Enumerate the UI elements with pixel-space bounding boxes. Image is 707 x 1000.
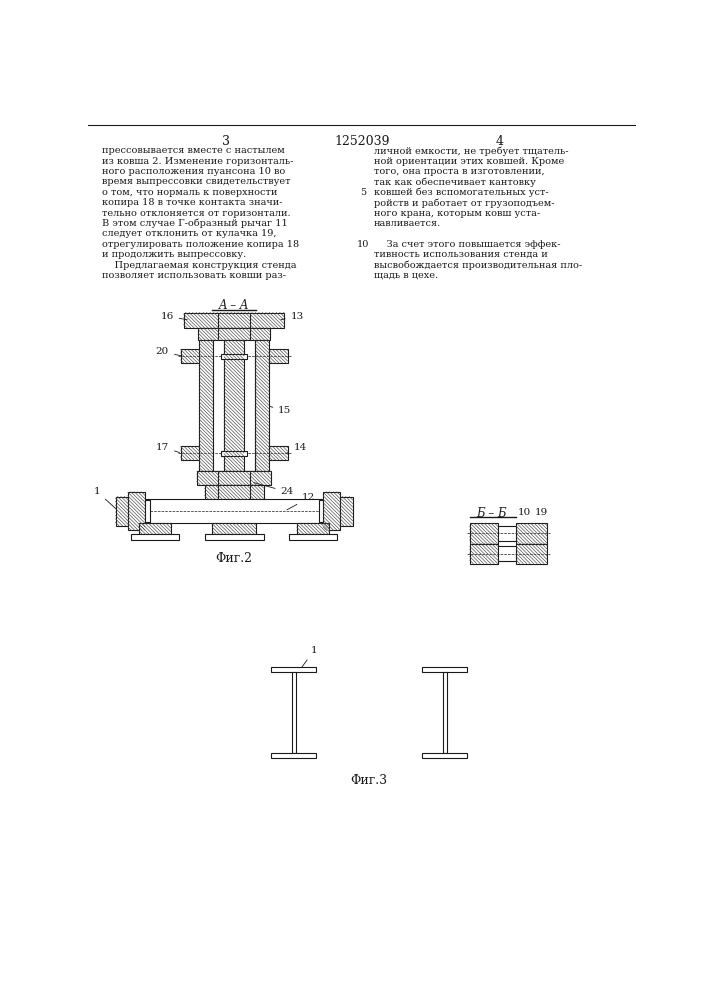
Text: и продолжить выпрессовку.: и продолжить выпрессовку. (103, 250, 247, 259)
Bar (218, 471, 250, 485)
Bar (323, 492, 340, 530)
Text: 10: 10 (518, 508, 531, 517)
Bar (469, 523, 498, 544)
Bar (199, 340, 213, 471)
Text: 15: 15 (270, 406, 291, 415)
Text: ройств и работает от грузоподъем-: ройств и работает от грузоподъем- (373, 198, 554, 208)
Bar (184, 312, 284, 328)
Text: следует отклонить от кулачка 19,: следует отклонить от кулачка 19, (103, 229, 277, 238)
Text: ного крана, которым ковш уста-: ного крана, которым ковш уста- (373, 209, 539, 218)
Bar (180, 446, 199, 460)
Text: Φиг.3: Φиг.3 (351, 774, 387, 787)
Bar (255, 340, 269, 471)
Bar (271, 753, 316, 758)
Bar (197, 471, 271, 485)
Text: щадь в цехе.: щадь в цехе. (373, 271, 438, 280)
Bar (221, 354, 247, 359)
Text: высвобождается производительная пло-: высвобождается производительная пло- (373, 261, 582, 270)
Bar (289, 534, 337, 540)
Bar (498, 546, 516, 561)
Text: 5: 5 (361, 188, 366, 197)
Bar (204, 534, 264, 540)
Text: позволяет использовать ковши раз-: позволяет использовать ковши раз- (103, 271, 286, 280)
Text: ной ориентации этих ковшей. Кроме: ной ориентации этих ковшей. Кроме (373, 157, 563, 166)
Text: Φиг.2: Φиг.2 (216, 552, 252, 565)
Bar (292, 672, 296, 753)
Text: личной емкости, не требует тщатель-: личной емкости, не требует тщатель- (373, 146, 568, 156)
Text: ковшей без вспомогательных уст-: ковшей без вспомогательных уст- (373, 188, 548, 197)
Text: Б – Б: Б – Б (476, 507, 507, 520)
Text: отрегулировать положение копира 18: отрегулировать положение копира 18 (103, 240, 300, 249)
Text: так как обеспечивает кантовку: так как обеспечивает кантовку (373, 177, 535, 187)
Bar (131, 534, 179, 540)
Bar (218, 328, 250, 340)
Bar (180, 349, 199, 363)
Bar (271, 667, 316, 672)
Bar (422, 667, 467, 672)
Text: 1: 1 (94, 487, 117, 509)
Bar (319, 500, 323, 522)
Text: ного расположения пуансона 10 во: ного расположения пуансона 10 во (103, 167, 286, 176)
Text: копира 18 в точке контакта значи-: копира 18 в точке контакта значи- (103, 198, 283, 207)
Text: навливается.: навливается. (373, 219, 441, 228)
Bar (204, 485, 264, 499)
Text: 17: 17 (156, 443, 180, 453)
Bar (199, 328, 270, 340)
Text: 16: 16 (160, 312, 187, 321)
Text: время выпрессовки свидетельствует: время выпрессовки свидетельствует (103, 177, 291, 186)
Text: За счет этого повышается эффек-: За счет этого повышается эффек- (373, 240, 560, 249)
Bar (139, 523, 171, 534)
Bar (115, 497, 128, 526)
Bar (269, 349, 288, 363)
Text: 4: 4 (495, 135, 503, 148)
Text: Предлагаемая конструкция стенда: Предлагаемая конструкция стенда (103, 261, 297, 270)
Bar (145, 500, 150, 522)
Bar (221, 451, 247, 456)
Bar (469, 544, 498, 564)
Bar (145, 499, 323, 523)
Text: 1252039: 1252039 (334, 135, 390, 148)
Text: 12: 12 (287, 493, 315, 510)
Bar (218, 312, 250, 328)
Text: 1: 1 (302, 646, 317, 668)
Bar (340, 497, 353, 526)
Text: 24: 24 (254, 483, 294, 496)
Bar (212, 523, 256, 534)
Text: 19: 19 (534, 508, 548, 517)
Text: 3: 3 (221, 135, 230, 148)
Text: В этом случае Г-образный рычаг 11: В этом случае Г-образный рычаг 11 (103, 219, 288, 228)
Text: 14: 14 (286, 443, 307, 453)
Bar (218, 485, 250, 499)
Text: тельно отклоняется от горизонтали.: тельно отклоняется от горизонтали. (103, 209, 291, 218)
Text: A – A: A – A (219, 299, 250, 312)
Text: того, она проста в изготовлении,: того, она проста в изготовлении, (373, 167, 544, 176)
Text: 10: 10 (356, 240, 369, 249)
Bar (269, 446, 288, 460)
Text: 13: 13 (281, 312, 304, 321)
Text: 20: 20 (156, 347, 181, 356)
Bar (422, 753, 467, 758)
Bar (224, 340, 244, 471)
Bar (128, 492, 145, 530)
Bar (516, 523, 547, 544)
Text: прессовывается вместе с настылем: прессовывается вместе с настылем (103, 146, 285, 155)
Bar (443, 672, 448, 753)
Bar (498, 526, 516, 541)
Text: тивность использования стенда и: тивность использования стенда и (373, 250, 547, 259)
Bar (516, 544, 547, 564)
Text: о том, что нормаль к поверхности: о том, что нормаль к поверхности (103, 188, 278, 197)
Bar (297, 523, 329, 534)
Text: из ковша 2. Изменение горизонталь-: из ковша 2. Изменение горизонталь- (103, 157, 293, 166)
Bar (213, 340, 255, 471)
